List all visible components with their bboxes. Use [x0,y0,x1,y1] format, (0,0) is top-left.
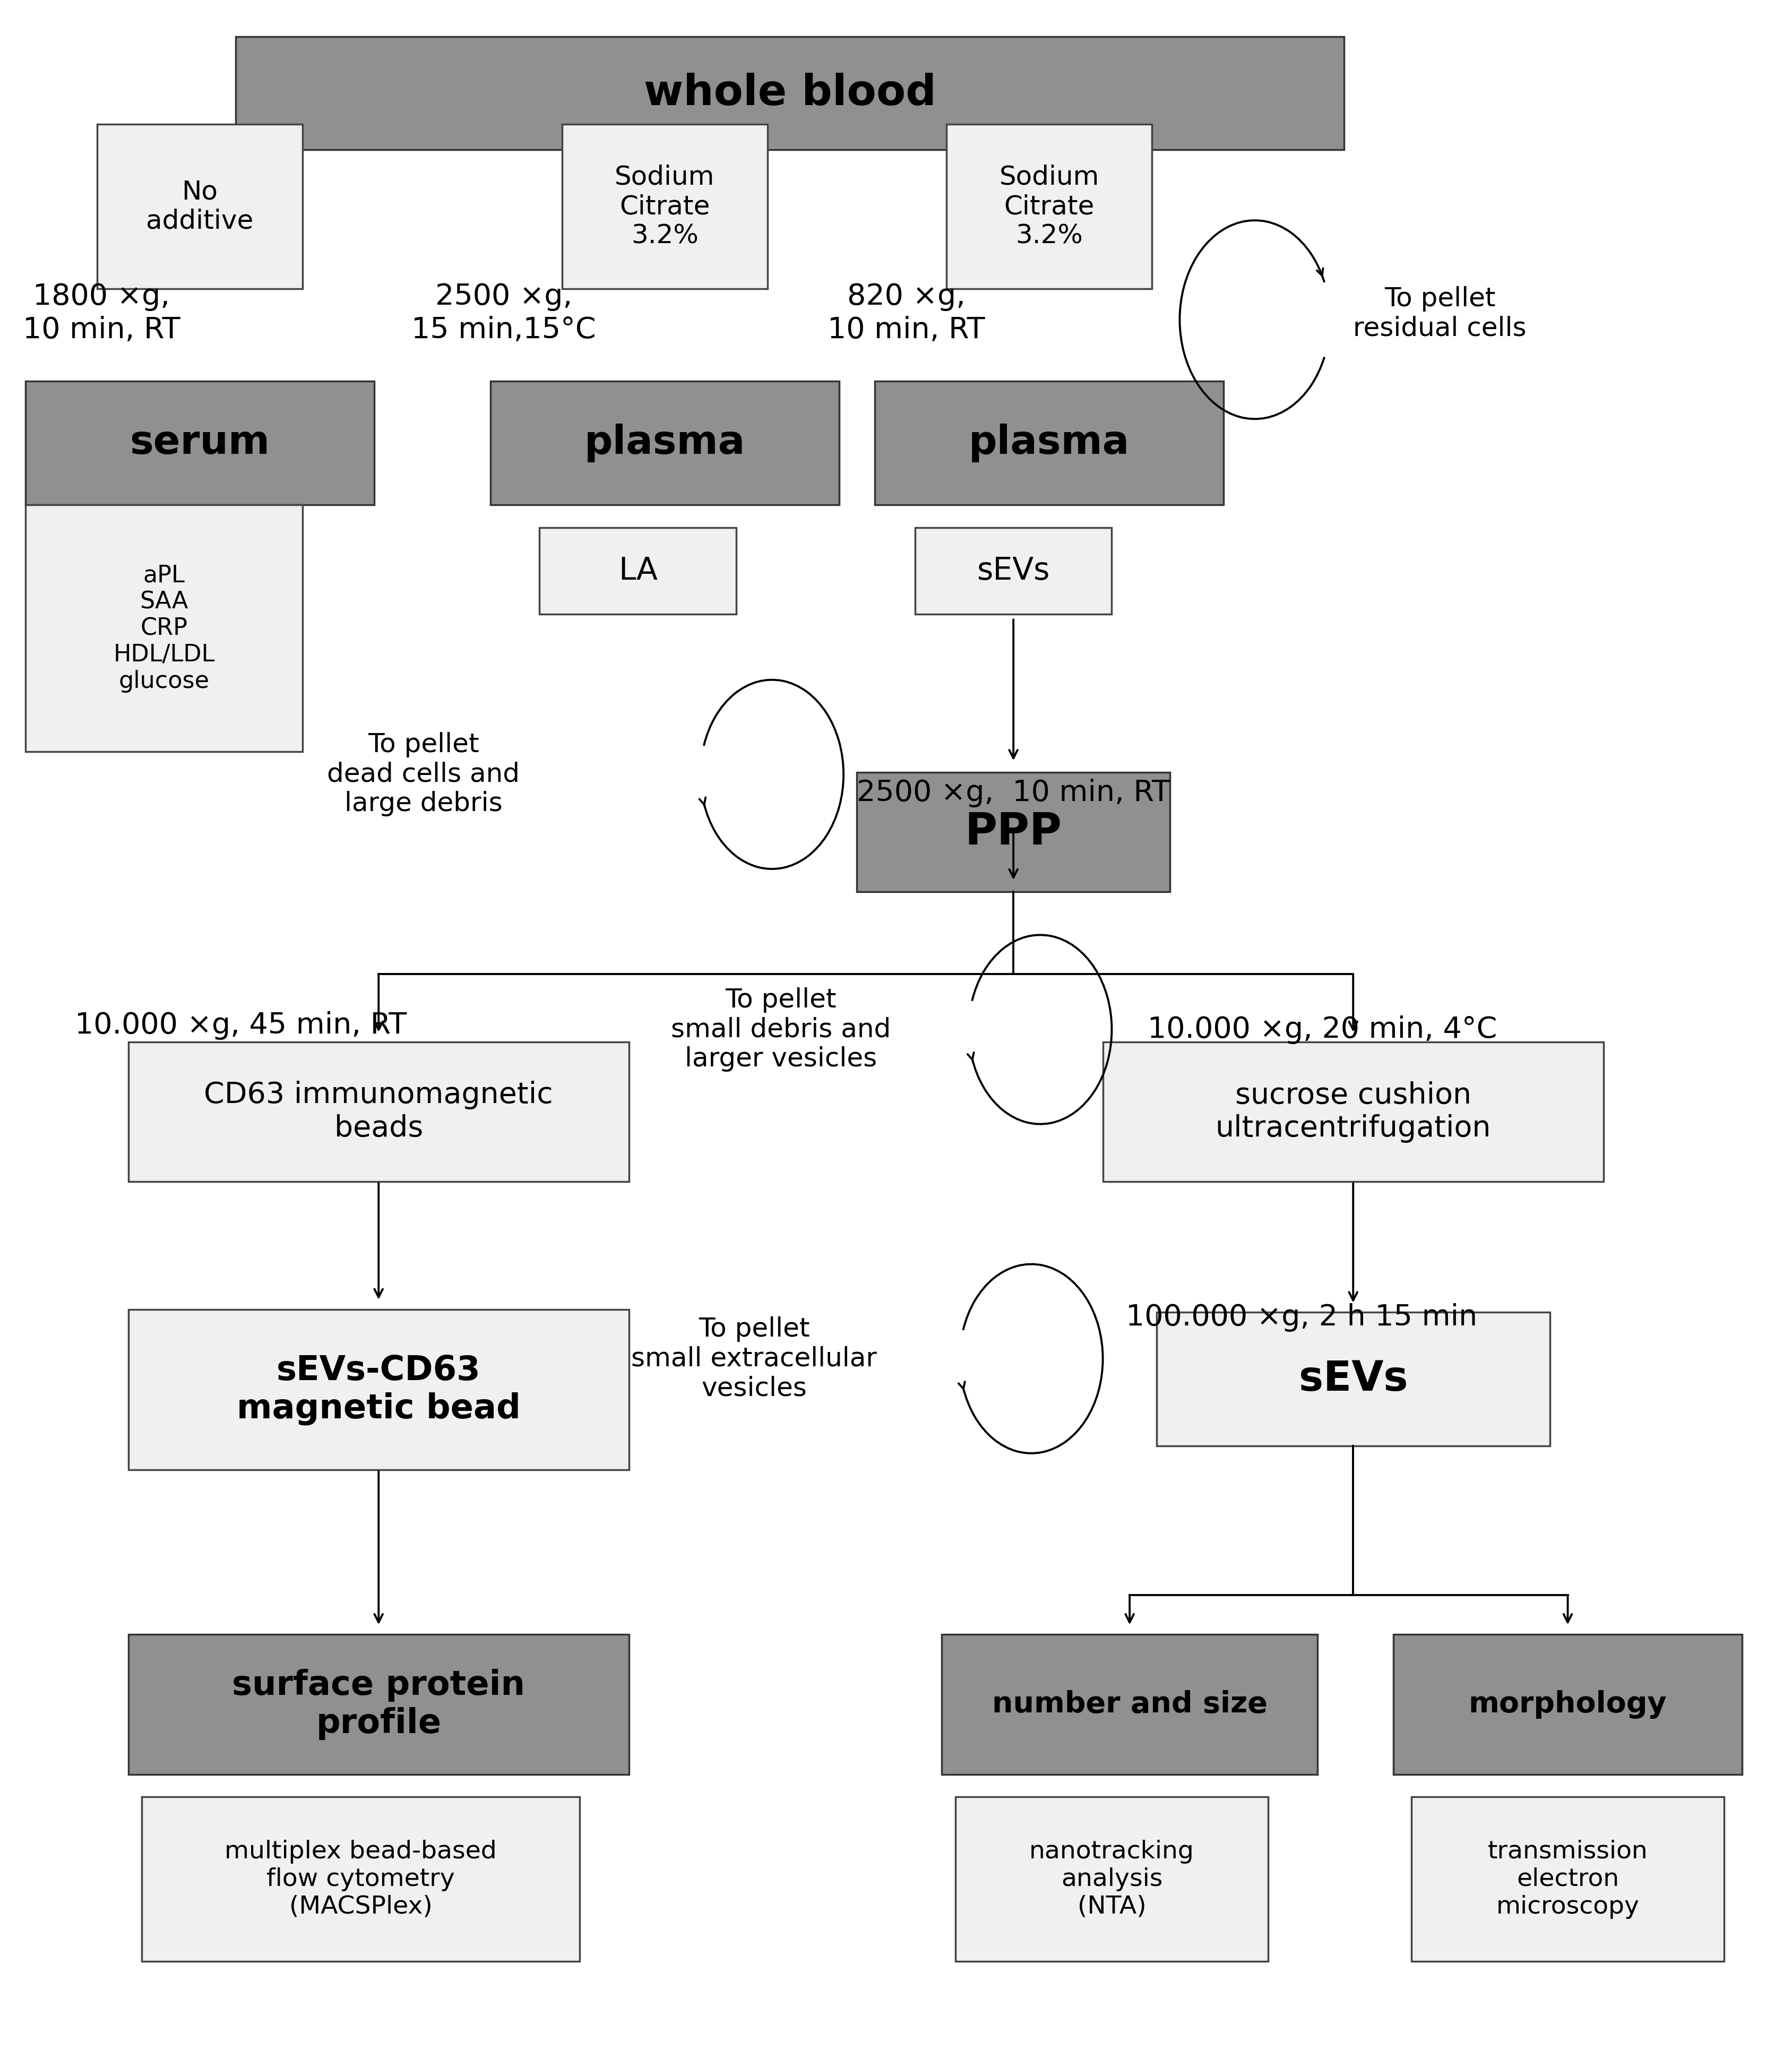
FancyBboxPatch shape [1394,1635,1742,1775]
Text: sEVs: sEVs [977,556,1050,587]
Text: surface protein
profile: surface protein profile [233,1670,525,1740]
Text: nanotracking
analysis
(NTA): nanotracking analysis (NTA) [1029,1839,1193,1919]
Text: Sodium
Citrate
3.2%: Sodium Citrate 3.2% [1000,165,1098,249]
Text: To pellet
dead cells and
large debris: To pellet dead cells and large debris [326,733,520,817]
FancyBboxPatch shape [235,37,1344,150]
Text: 10.000 ×g, 20 min, 4°C: 10.000 ×g, 20 min, 4°C [1147,1015,1496,1044]
FancyBboxPatch shape [491,381,839,504]
Text: aPL
SAA
CRP
HDL/LDL
glucose: aPL SAA CRP HDL/LDL glucose [113,564,215,692]
Text: 10.000 ×g, 45 min, RT: 10.000 ×g, 45 min, RT [75,1011,407,1040]
Text: Sodium
Citrate
3.2%: Sodium Citrate 3.2% [615,165,715,249]
FancyBboxPatch shape [943,1635,1317,1775]
FancyBboxPatch shape [857,772,1170,892]
FancyBboxPatch shape [874,381,1224,504]
FancyBboxPatch shape [1156,1312,1550,1445]
FancyBboxPatch shape [142,1798,581,1962]
Text: sEVs: sEVs [1299,1359,1409,1400]
Text: To pellet
small debris and
larger vesicles: To pellet small debris and larger vesicl… [670,986,891,1073]
Text: transmission
electron
microscopy: transmission electron microscopy [1487,1839,1649,1919]
FancyBboxPatch shape [563,124,767,288]
Text: multiplex bead-based
flow cytometry
(MACSPlex): multiplex bead-based flow cytometry (MAC… [224,1839,496,1919]
Text: No
additive: No additive [147,179,253,235]
Text: To pellet
residual cells: To pellet residual cells [1353,286,1527,342]
Text: sEVs-CD63
magnetic bead: sEVs-CD63 magnetic bead [237,1355,520,1425]
FancyBboxPatch shape [129,1042,629,1182]
Text: 820 ×g,
10 min, RT: 820 ×g, 10 min, RT [828,282,986,344]
Text: whole blood: whole blood [643,72,935,113]
Text: 2500 ×g,
15 min,15°C: 2500 ×g, 15 min,15°C [412,282,597,344]
Text: To pellet
small extracellular
vesicles: To pellet small extracellular vesicles [631,1316,876,1400]
Text: 100.000 ×g, 2 h 15 min: 100.000 ×g, 2 h 15 min [1125,1303,1478,1332]
FancyBboxPatch shape [946,124,1152,288]
FancyBboxPatch shape [129,1310,629,1470]
Text: LA: LA [618,556,658,587]
FancyBboxPatch shape [916,527,1111,614]
Text: CD63 immunomagnetic
beads: CD63 immunomagnetic beads [204,1081,554,1143]
FancyBboxPatch shape [1102,1042,1604,1182]
Text: 2500 ×g,  10 min, RT: 2500 ×g, 10 min, RT [857,778,1170,807]
Text: serum: serum [129,424,271,463]
FancyBboxPatch shape [1412,1798,1724,1962]
FancyBboxPatch shape [955,1798,1269,1962]
FancyBboxPatch shape [25,381,375,504]
Text: 1800 ×g,
10 min, RT: 1800 ×g, 10 min, RT [23,282,181,344]
Text: number and size: number and size [993,1690,1267,1719]
Text: morphology: morphology [1469,1690,1667,1719]
Text: sucrose cushion
ultracentrifugation: sucrose cushion ultracentrifugation [1215,1081,1491,1143]
FancyBboxPatch shape [97,124,303,288]
Text: plasma: plasma [584,424,745,463]
FancyBboxPatch shape [129,1635,629,1775]
Text: plasma: plasma [969,424,1129,463]
FancyBboxPatch shape [539,527,737,614]
Text: PPP: PPP [964,811,1063,854]
FancyBboxPatch shape [25,504,303,752]
